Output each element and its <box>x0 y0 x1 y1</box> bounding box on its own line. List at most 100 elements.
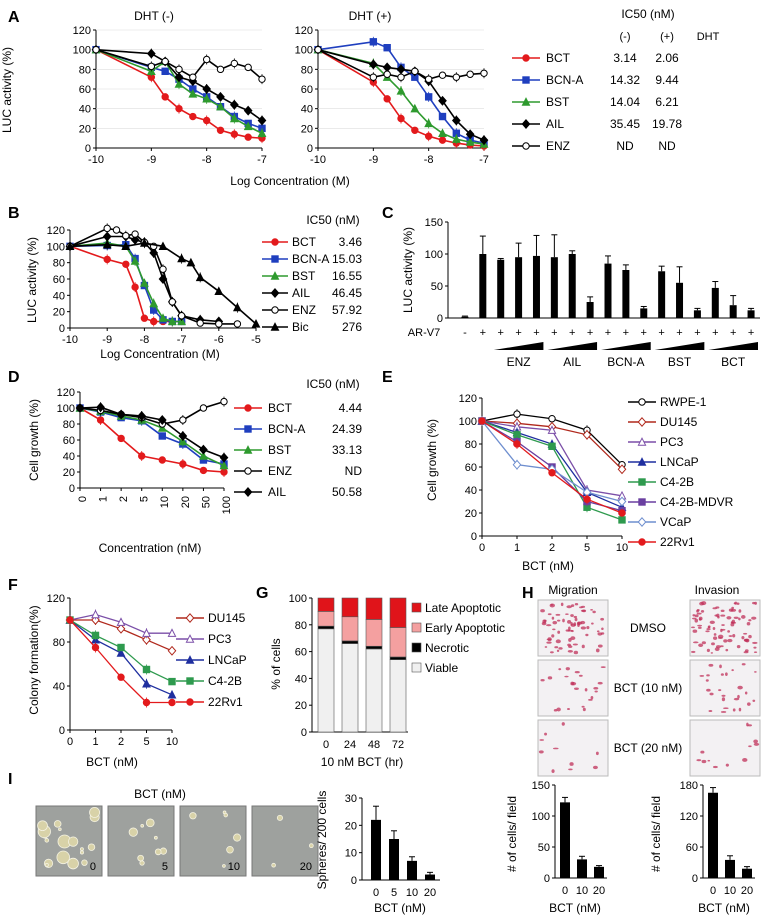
H-cell <box>552 628 556 631</box>
A-right-point-AIL <box>438 95 447 106</box>
A-right-point-BCN-A <box>424 93 433 101</box>
H-invasion-ytick-label: 120 <box>680 811 698 823</box>
H-cell <box>568 626 571 631</box>
G-xtick-label: 24 <box>344 739 356 751</box>
H-cell <box>545 624 552 627</box>
B-legend-marker-AIL <box>270 288 280 298</box>
D-ytick-label: 40 <box>63 451 75 463</box>
H-cell <box>728 635 733 637</box>
B-ytick-label: 80 <box>53 258 65 270</box>
C-sign: + <box>569 327 575 339</box>
I-photo <box>251 805 319 877</box>
D-point-BST <box>199 451 208 460</box>
I-sphere <box>53 820 62 828</box>
B-point-BCT <box>131 283 139 291</box>
E-legend-label-C4-2B: C4-2B <box>660 475 694 489</box>
G-bar-segment-Late Apoptotic <box>389 597 407 628</box>
A-right-point-ENZ <box>438 71 447 79</box>
H-cell <box>540 678 545 682</box>
A-left-point-ENZ <box>202 55 211 64</box>
H-cell <box>601 627 604 630</box>
H-migration-bar <box>594 866 604 878</box>
G-ytick-label: 0 <box>301 727 307 739</box>
E-point-RWPE-1 <box>513 410 521 418</box>
H-migration-xtick-label: 0 <box>562 885 568 897</box>
F-xlabel: BCT (nM) <box>86 755 138 769</box>
A-table-plus-BST: 6.21 <box>655 95 679 109</box>
H-cell <box>594 690 598 693</box>
H-invasion-ytick-label: 60 <box>686 842 698 854</box>
C-bar <box>515 257 523 318</box>
F-legend-label-PC3: PC3 <box>208 632 232 646</box>
G-xlabel: 10 nM BCT (hr) <box>321 755 403 769</box>
H-cell <box>570 614 574 617</box>
I-sphere <box>87 843 96 851</box>
H-cell <box>731 606 734 610</box>
C-bar <box>550 257 558 318</box>
F-xtick-label: 2 <box>118 736 124 748</box>
E-legend-marker-DU145 <box>637 417 647 427</box>
D-point-BCT <box>179 460 187 468</box>
A-left-series-line-BCN-A <box>95 48 263 130</box>
H-cell <box>590 609 594 611</box>
A-left-point-BCT <box>230 130 239 138</box>
F-legend-marker-PC3 <box>185 634 195 643</box>
H-migration-xtick-label: 20 <box>593 885 605 897</box>
B-legend-ic50-BCN-A: 15.03 <box>332 252 362 266</box>
A-right-point-ENZ <box>424 75 433 83</box>
I-title: BCT (nM) <box>134 787 186 801</box>
I-sphere <box>223 812 228 818</box>
C-group-label-BCT: BCT <box>721 355 746 369</box>
B-ytick-label: 120 <box>47 225 65 237</box>
C-bar <box>461 316 469 318</box>
A-left-point-ENZ <box>216 65 225 74</box>
A-right-ytick-label: 100 <box>295 45 313 57</box>
C-bar <box>658 271 666 318</box>
H-cell <box>554 646 559 649</box>
A-right-point-BST <box>451 134 461 143</box>
H-cell <box>547 676 553 680</box>
H-cell <box>748 745 752 748</box>
G-bar-segment-Necrotic <box>317 625 335 630</box>
H-cell <box>597 644 603 648</box>
E-legend-marker-RWPE-1 <box>638 398 646 406</box>
I-sphere <box>56 850 70 865</box>
A-left-point-AIL <box>243 105 253 116</box>
A-left-ytick-label: 100 <box>73 45 91 57</box>
H-cell <box>744 649 749 653</box>
B-point-Bic <box>177 253 187 263</box>
I-sphere <box>233 833 242 842</box>
A-left-series-line-AIL <box>95 48 263 122</box>
H-cell <box>692 641 699 644</box>
A-table-minus-BCT: 3.14 <box>613 51 637 65</box>
D-ytick-label: 120 <box>57 387 75 399</box>
G-bar-segment-Late Apoptotic <box>341 597 359 618</box>
A-left-point-AIL <box>174 72 184 83</box>
H-cell <box>597 681 603 685</box>
H-cell <box>567 650 573 653</box>
A-left-xtick-label: -10 <box>88 154 104 166</box>
C-ytick-label: 50 <box>431 281 443 293</box>
D-point-AIL <box>199 444 208 455</box>
G-xtick-label: 72 <box>392 739 404 751</box>
H-cell <box>592 610 596 614</box>
H-cell <box>720 673 724 676</box>
G-bar-segment-Necrotic <box>365 645 383 650</box>
I-ylabel: Spheres/ 200 cells <box>315 791 329 890</box>
I-sphere <box>137 854 144 862</box>
D-point-BST <box>178 436 188 446</box>
A-right-xtick-label: -7 <box>479 154 489 166</box>
I-photo-label: 0 <box>90 861 96 873</box>
H-migration-ytick-label: 0 <box>544 873 550 885</box>
G-bar-segment-Necrotic <box>341 640 359 644</box>
D-point-AIL <box>116 409 126 420</box>
G-legend-label: Viable <box>425 661 458 675</box>
panel-letter-H: H <box>522 585 534 602</box>
C-group-label-ENZ: ENZ <box>507 355 531 369</box>
H-cell <box>714 614 718 617</box>
H-cell <box>699 674 705 677</box>
I-sphere <box>222 864 226 868</box>
E-ytick-label: 60 <box>465 462 477 474</box>
A-legend-marker-BCT <box>522 54 530 62</box>
H-cell <box>570 604 575 607</box>
